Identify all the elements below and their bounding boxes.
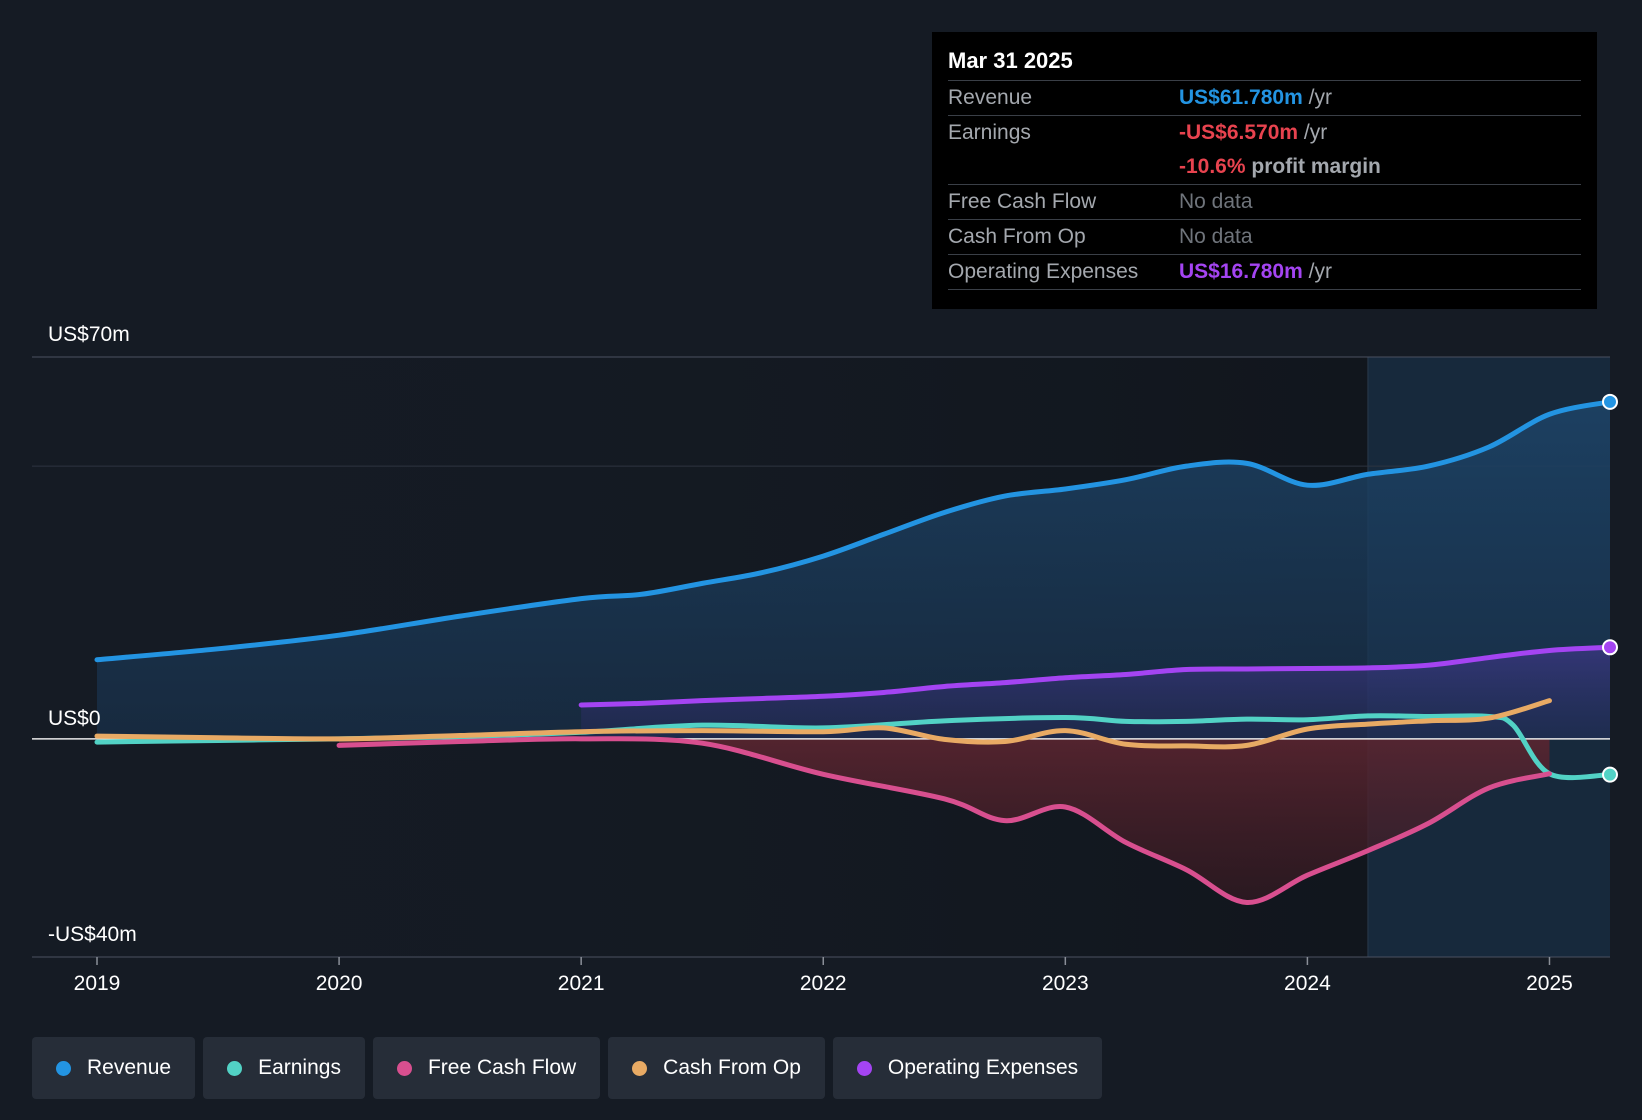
tooltip-earnings-unit: /yr bbox=[1303, 121, 1328, 144]
tooltip-panel: Mar 31 2025 Revenue US$61.780m /yr Earni… bbox=[932, 32, 1597, 309]
legend-item-earnings[interactable]: Earnings bbox=[203, 1037, 365, 1099]
x-tick-label: 2020 bbox=[316, 972, 363, 995]
x-tick-label: 2019 bbox=[74, 972, 121, 995]
legend-dot-icon bbox=[632, 1060, 648, 1076]
earnings-end-marker bbox=[1602, 766, 1618, 783]
free-cash-flow-area bbox=[339, 738, 1550, 903]
legend-label: Earnings bbox=[258, 1056, 341, 1079]
legend-label: Revenue bbox=[87, 1056, 172, 1079]
x-tick-label: 2025 bbox=[1526, 972, 1573, 995]
x-axis-labels: 2019 2020 2021 2022 2023 2024 2025 bbox=[74, 957, 1573, 995]
legend-label: Operating Expenses bbox=[887, 1056, 1079, 1079]
cash-from-op-line bbox=[94, 698, 1552, 750]
tooltip-date: Mar 31 2025 bbox=[948, 48, 1073, 73]
legend-item-cash-from-op[interactable]: Cash From Op bbox=[608, 1037, 825, 1099]
tooltip-cfo-value: No data bbox=[1179, 225, 1253, 248]
y-axis-labels: US$70m US$0 -US$40m bbox=[48, 323, 137, 946]
tooltip-row-opex: Operating Expenses US$16.780m /yr bbox=[948, 254, 1581, 290]
legend-dot-icon bbox=[56, 1060, 71, 1076]
y-tick-label: US$70m bbox=[48, 323, 130, 346]
free-cash-flow-line bbox=[336, 736, 1552, 905]
legend-dot-icon bbox=[856, 1060, 872, 1076]
revenue-end-marker bbox=[1602, 393, 1618, 410]
x-tick-label: 2024 bbox=[1284, 972, 1331, 995]
legend-item-operating-expenses[interactable]: Operating Expenses bbox=[832, 1037, 1103, 1099]
tooltip-opex-value: US$16.780m bbox=[1179, 260, 1303, 283]
end-markers bbox=[1602, 393, 1618, 783]
tooltip-row-revenue: Revenue US$61.780m /yr bbox=[948, 80, 1581, 115]
tooltip-margin-text: profit margin bbox=[1251, 155, 1381, 178]
legend-item-revenue[interactable]: Revenue bbox=[32, 1037, 196, 1099]
tooltip-fcf-value: No data bbox=[1179, 190, 1253, 213]
legend-dot-icon bbox=[227, 1060, 243, 1076]
y-tick-label: US$0 bbox=[48, 707, 101, 730]
tooltip-earnings-label: Earnings bbox=[948, 121, 1031, 144]
tooltip-earnings-value: -US$6.570m bbox=[1179, 121, 1299, 144]
tooltip-cfo-label: Cash From Op bbox=[948, 225, 1086, 248]
tooltip-row-earnings: Earnings -US$6.570m /yr -10.6% profit ma… bbox=[948, 115, 1581, 184]
x-tick-label: 2022 bbox=[800, 972, 847, 995]
operating-expenses-line bbox=[578, 644, 1613, 708]
y-tick-label: -US$40m bbox=[48, 923, 137, 946]
tooltip-row-cfo: Cash From Op No data bbox=[948, 219, 1581, 254]
legend-label: Free Cash Flow bbox=[427, 1056, 577, 1079]
tooltip-row-fcf: Free Cash Flow No data bbox=[948, 184, 1581, 219]
legend: Revenue Earnings Free Cash Flow Cash Fro… bbox=[32, 1037, 1103, 1099]
legend-label: Cash From Op bbox=[663, 1056, 801, 1079]
tooltip-opex-label: Operating Expenses bbox=[948, 260, 1139, 283]
revenue-line bbox=[94, 399, 1613, 663]
tooltip-opex-unit: /yr bbox=[1308, 260, 1332, 283]
x-tick-label: 2021 bbox=[558, 972, 605, 995]
operating-expenses-end-marker bbox=[1602, 639, 1618, 656]
tooltip-revenue-label: Revenue bbox=[948, 86, 1033, 109]
legend-dot-icon bbox=[396, 1060, 412, 1076]
tooltip-revenue-unit: /yr bbox=[1308, 86, 1332, 109]
tooltip-revenue-value: US$61.780m bbox=[1179, 86, 1303, 109]
legend-item-free-cash-flow[interactable]: Free Cash Flow bbox=[372, 1037, 601, 1099]
tooltip-fcf-label: Free Cash Flow bbox=[948, 190, 1097, 213]
tooltip-margin-value: -10.6% bbox=[1179, 155, 1246, 178]
x-tick-label: 2023 bbox=[1042, 972, 1089, 995]
revenue-area bbox=[97, 401, 1610, 739]
series-lines bbox=[94, 399, 1613, 905]
